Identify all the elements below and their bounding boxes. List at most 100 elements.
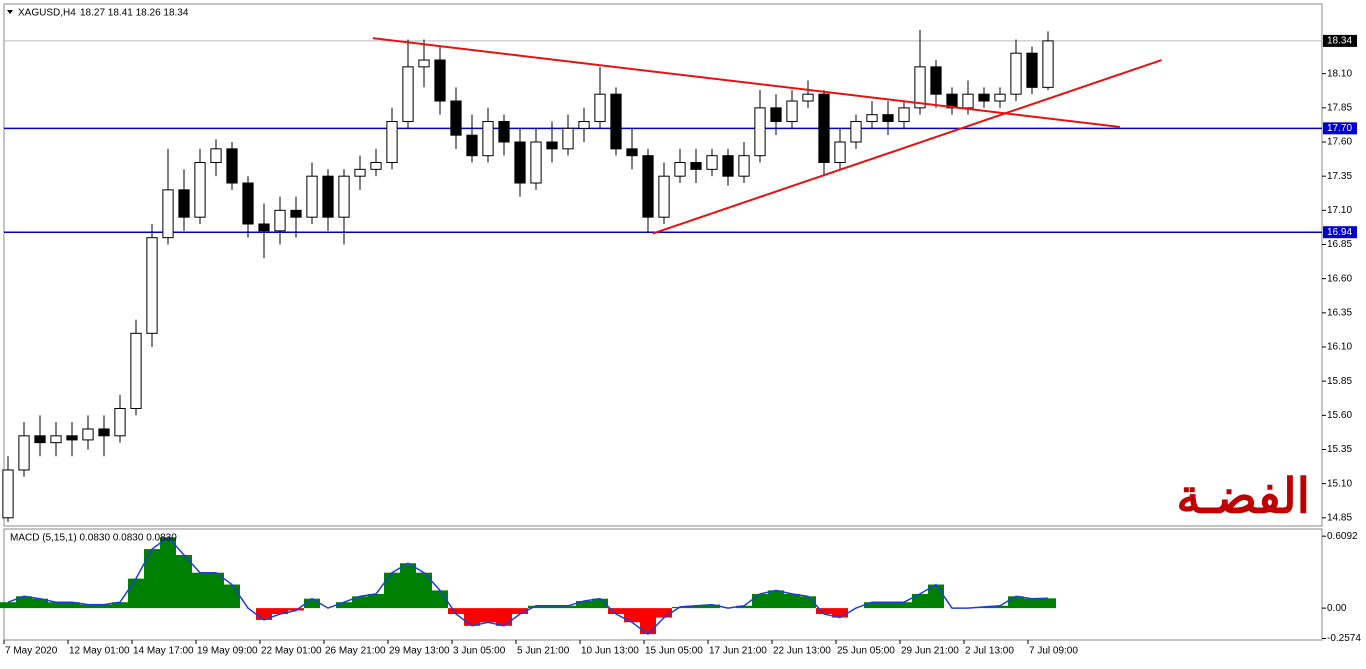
candle-body — [770, 107, 782, 123]
macd-bar — [432, 590, 448, 609]
candle-body — [626, 148, 638, 157]
macd-bar — [816, 608, 832, 615]
macd-bar — [176, 554, 192, 609]
x-tick-label: 14 May 17:00 — [133, 646, 194, 657]
x-tick-label: 22 Jun 13:00 — [773, 646, 831, 657]
candle-body — [1010, 52, 1022, 95]
macd-bar — [80, 604, 96, 609]
candle-body — [274, 209, 286, 232]
macd-bar — [368, 593, 384, 609]
macd-bar — [272, 608, 288, 615]
candle-body — [962, 93, 974, 109]
macd-bar — [752, 593, 768, 609]
macd-bar — [288, 608, 304, 611]
candle-body — [786, 100, 798, 123]
symbol: XAGUSD,H4 — [18, 8, 76, 19]
candle-body — [66, 435, 78, 441]
candle-body — [738, 155, 750, 177]
candle-body — [98, 428, 110, 437]
candle-body — [306, 175, 318, 218]
indicator-label: MACD (5,15,1) 0.0830 0.0830 0.0830 — [10, 533, 177, 544]
macd-bar — [64, 602, 80, 609]
y-tick-label: 16.10 — [1327, 342, 1352, 353]
y-tick-label: 0.6092 — [1327, 531, 1358, 542]
menu-arrow[interactable] — [7, 10, 13, 14]
macd-bar — [576, 601, 592, 609]
candle-body — [1026, 52, 1038, 88]
level-label-box — [1323, 226, 1357, 239]
x-tick-label: 26 May 21:00 — [325, 646, 386, 657]
y-tick-label: 16.60 — [1327, 273, 1352, 284]
candle-body — [338, 175, 350, 218]
last-price-label: 18.34 — [1327, 36, 1352, 47]
macd-bar — [704, 604, 720, 609]
candle-body — [834, 141, 846, 164]
macd-bar — [96, 604, 112, 609]
macd-bar — [864, 602, 880, 609]
candle-body — [850, 121, 862, 143]
x-tick-label: 5 Jun 21:00 — [517, 646, 570, 657]
candle-body — [210, 148, 222, 164]
x-tick-label: 12 May 01:00 — [69, 646, 130, 657]
macd-bar — [0, 602, 16, 609]
candle-body — [258, 223, 270, 232]
y-tick-label: 14.85 — [1327, 512, 1352, 523]
candle-body — [690, 162, 702, 170]
candle-body — [498, 121, 510, 143]
candle-body — [1042, 40, 1054, 88]
x-tick-label: 17 Jun 21:00 — [709, 646, 767, 657]
macd-bar — [416, 572, 432, 609]
y-tick-label: 15.10 — [1327, 478, 1352, 489]
candle-body — [802, 93, 814, 102]
macd-bar — [832, 608, 848, 618]
candle-body — [546, 141, 558, 150]
candle-body — [530, 141, 542, 184]
x-tick-label: 2 Jul 13:00 — [965, 646, 1014, 657]
macd-bar — [992, 605, 1008, 609]
candle-body — [818, 93, 830, 164]
macd-bar — [800, 596, 816, 609]
level-label-box — [1323, 122, 1357, 135]
x-tick-label: 7 May 2020 — [5, 646, 58, 657]
candle-body — [562, 127, 574, 150]
macd-bar — [128, 578, 144, 609]
macd-bar — [336, 602, 352, 609]
candle-body — [386, 121, 398, 164]
macd-bar — [304, 598, 320, 609]
candle-body — [34, 435, 46, 444]
candle-body — [82, 428, 94, 441]
candle-body — [514, 141, 526, 184]
macd-bar — [160, 537, 176, 609]
y-tick-label: 18.10 — [1327, 68, 1352, 79]
macd-bar — [352, 596, 368, 609]
y-tick-label: 0.00 — [1327, 603, 1347, 614]
macd-bar — [512, 608, 528, 615]
x-tick-label: 7 Jul 09:00 — [1029, 646, 1078, 657]
trendline — [372, 37, 1121, 128]
candle-body — [914, 66, 926, 109]
candle-body — [194, 162, 206, 218]
macd-bar — [192, 572, 208, 609]
macd-bar — [464, 608, 480, 626]
macd-bar — [912, 593, 928, 609]
candle-body — [162, 189, 174, 239]
candle-body — [674, 162, 686, 177]
macd-line — [7, 536, 1049, 636]
macd-bar — [688, 605, 704, 609]
candle-body — [50, 435, 62, 444]
candle-body — [658, 175, 670, 218]
candle-body — [226, 148, 238, 184]
y-tick-label: 15.35 — [1327, 444, 1352, 455]
candle-body — [466, 134, 478, 157]
macd-bar — [144, 549, 160, 609]
plot-layer — [0, 29, 1322, 636]
macd-bar — [736, 605, 752, 609]
macd-bar — [400, 563, 416, 609]
price-panel — [3, 3, 1323, 527]
candle-body — [322, 175, 334, 218]
macd-bar — [784, 593, 800, 609]
candle-body — [978, 93, 990, 102]
candle-body — [2, 469, 14, 519]
macd-bar — [1040, 598, 1056, 609]
y-tick-label: 17.85 — [1327, 102, 1352, 113]
